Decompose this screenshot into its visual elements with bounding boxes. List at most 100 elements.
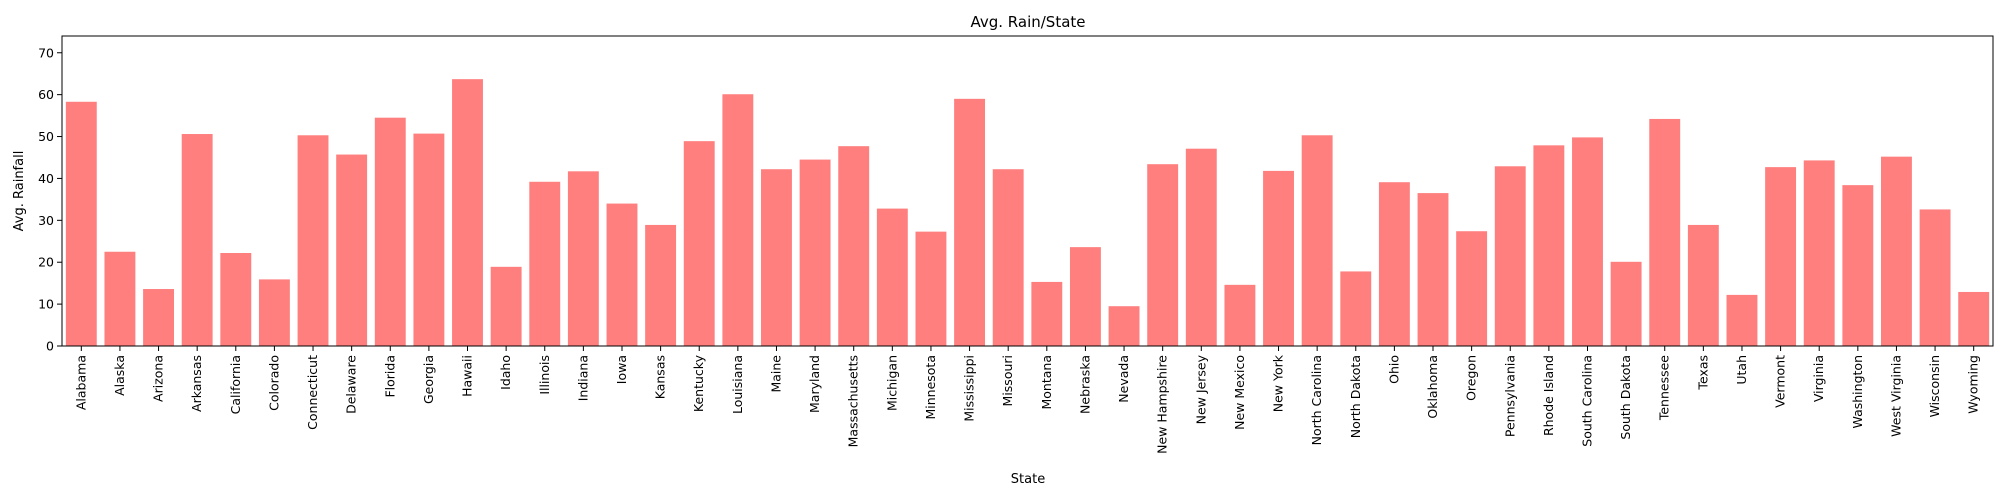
- bar: [1919, 209, 1951, 346]
- bar: [452, 79, 483, 347]
- x-tick-label: Pennsylvania: [1502, 355, 1517, 437]
- bar: [1378, 182, 1410, 346]
- x-tick-label: Arkansas: [189, 355, 204, 412]
- x-tick-label: Missouri: [1000, 355, 1015, 406]
- bar: [1263, 170, 1294, 346]
- x-tick-label: Alaska: [112, 355, 127, 396]
- bar: [954, 98, 986, 346]
- x-tick-label: Delaware: [344, 355, 359, 414]
- y-tick-label: 0: [46, 339, 54, 354]
- x-tick-label: Nevada: [1116, 355, 1131, 403]
- bar: [1340, 271, 1372, 346]
- bar: [297, 135, 329, 346]
- bar: [181, 134, 213, 346]
- x-tick-label: Tennessee: [1657, 355, 1672, 421]
- x-tick-label: Iowa: [614, 355, 629, 384]
- bar: [1572, 137, 1603, 346]
- x-tick-label: Alabama: [73, 355, 88, 410]
- bars-group: [65, 79, 1990, 347]
- bar: [761, 169, 792, 346]
- y-tick-label: 10: [38, 297, 54, 312]
- x-tick-label: Florida: [382, 355, 397, 398]
- x-tick-label: Kansas: [653, 355, 668, 399]
- y-tick-label: 40: [38, 171, 54, 186]
- x-tick-label: New Hampshire: [1155, 355, 1170, 454]
- x-axis: Alabama Alaska Arizona Arkansas California Co…: [73, 346, 1981, 454]
- bar: [722, 94, 754, 346]
- y-tick-label: 20: [38, 255, 54, 270]
- bar: [1610, 261, 1642, 346]
- x-tick-label: Indiana: [575, 355, 590, 401]
- bar: [220, 253, 252, 346]
- bar: [1417, 193, 1449, 346]
- x-tick-label: Arizona: [151, 355, 166, 402]
- bar: [1185, 148, 1217, 346]
- x-tick-label: Maryland: [807, 355, 822, 413]
- x-tick-label: New Mexico: [1232, 355, 1247, 430]
- x-tick-label: Texas: [1695, 355, 1710, 391]
- bar: [1687, 224, 1719, 346]
- x-tick-label: Maine: [768, 355, 783, 393]
- bar: [1494, 166, 1526, 346]
- x-tick-label: Utah: [1734, 355, 1749, 385]
- x-tick-label: Oregon: [1464, 355, 1479, 401]
- bar: [1224, 284, 1256, 346]
- x-tick-label: North Carolina: [1309, 355, 1324, 445]
- x-tick-label: Vermont: [1773, 355, 1788, 408]
- bar: [1456, 231, 1488, 346]
- bar: [490, 266, 522, 346]
- x-tick-label: South Carolina: [1579, 355, 1594, 447]
- bar: [915, 231, 947, 346]
- x-tick-label: Mississippi: [962, 355, 977, 422]
- x-axis-label: State: [1011, 472, 1045, 487]
- bar: [838, 146, 870, 346]
- bar: [1108, 306, 1140, 346]
- x-tick-label: Colorado: [266, 355, 281, 411]
- bar: [799, 159, 831, 346]
- bar: [143, 289, 174, 346]
- bar: [1649, 118, 1681, 346]
- bar: [606, 203, 638, 346]
- bar: [374, 117, 406, 346]
- x-tick-label: Rhode Island: [1541, 355, 1556, 436]
- bar: [683, 141, 715, 346]
- bar: [1533, 145, 1565, 346]
- x-tick-label: Minnesota: [923, 355, 938, 420]
- y-tick-label: 60: [38, 87, 54, 102]
- x-tick-label: Montana: [1039, 355, 1054, 410]
- bar: [1069, 247, 1101, 346]
- bar: [1881, 156, 1912, 346]
- bar: [1803, 160, 1835, 346]
- y-tick-label: 30: [38, 213, 54, 228]
- bar: [336, 154, 368, 346]
- y-tick-label: 70: [38, 45, 54, 60]
- bar: [65, 101, 97, 347]
- bar: [1765, 167, 1797, 346]
- bar: [992, 169, 1024, 346]
- x-tick-label: Connecticut: [305, 355, 320, 430]
- x-tick-label: Wisconsin: [1927, 355, 1942, 417]
- y-axis-label: Avg. Rainfall: [12, 151, 27, 232]
- x-tick-label: South Dakota: [1618, 355, 1633, 440]
- bar: [1031, 281, 1063, 346]
- x-tick-label: North Dakota: [1348, 355, 1363, 438]
- y-tick-label: 50: [38, 129, 54, 144]
- x-tick-label: West Virginia: [1888, 355, 1903, 437]
- x-tick-label: Nebraska: [1077, 355, 1092, 414]
- x-tick-label: Illinois: [537, 355, 552, 395]
- bar: [1147, 164, 1179, 346]
- x-tick-label: Louisiana: [730, 355, 745, 414]
- bar: [1842, 185, 1874, 346]
- x-tick-label: Washington: [1850, 355, 1865, 428]
- x-tick-label: Idaho: [498, 355, 513, 390]
- bar: [876, 208, 908, 346]
- x-tick-label: Georgia: [421, 355, 436, 404]
- x-tick-label: Michigan: [884, 355, 899, 411]
- x-tick-label: Oklahoma: [1425, 355, 1440, 419]
- x-tick-label: Massachusetts: [846, 355, 861, 447]
- x-tick-label: Kentucky: [691, 354, 706, 412]
- x-tick-label: Virginia: [1811, 355, 1826, 402]
- bar: [258, 279, 290, 346]
- x-tick-label: New Jersey: [1193, 354, 1208, 424]
